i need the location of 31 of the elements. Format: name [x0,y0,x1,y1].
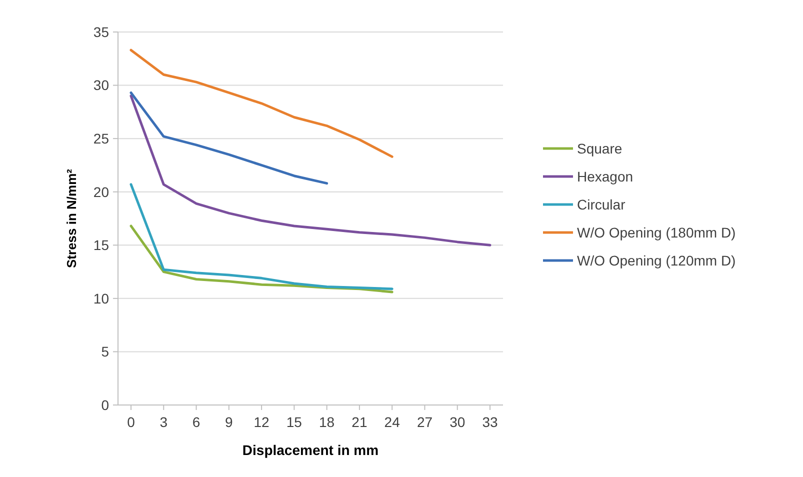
line-series [130,91,328,185]
legend-label: W/O Opening (180mm D) [577,224,736,240]
x-axis-title: Displacement in mm [242,442,379,458]
legend-label: Circular [577,196,626,212]
x-tick-label: 6 [192,414,200,430]
line-series [130,183,394,290]
line-series [130,48,394,158]
y-axis-title: Stress in N/mm² [64,168,79,268]
y-tick-label: 35 [93,24,110,40]
y-tick-label: 25 [93,130,110,146]
y-tick-label: 20 [93,184,110,200]
legend-label: Hexagon [577,168,634,184]
y-tick-label: 0 [101,396,110,413]
x-tick-label: 24 [384,414,400,430]
y-tick-label: 30 [93,77,110,94]
y-tick-label: 10 [93,290,110,306]
line-series [130,94,492,246]
y-tick-label: 5 [101,344,110,360]
legend-label: Square [577,140,622,156]
x-tick-label: 33 [482,414,498,430]
x-tick-label: 15 [286,414,302,430]
x-tick-label: 9 [225,414,234,430]
x-tick-label: 30 [450,414,466,430]
x-tick-label: 3 [160,414,168,430]
x-tick-label: 0 [127,414,136,430]
x-tick-label: 12 [254,414,270,430]
y-tick-label: 15 [93,237,110,254]
x-tick-label: 27 [416,414,433,430]
x-tick-label: 21 [352,414,368,430]
legend-label: W/O Opening (120mm D) [577,252,736,268]
x-tick-label: 18 [319,414,335,430]
